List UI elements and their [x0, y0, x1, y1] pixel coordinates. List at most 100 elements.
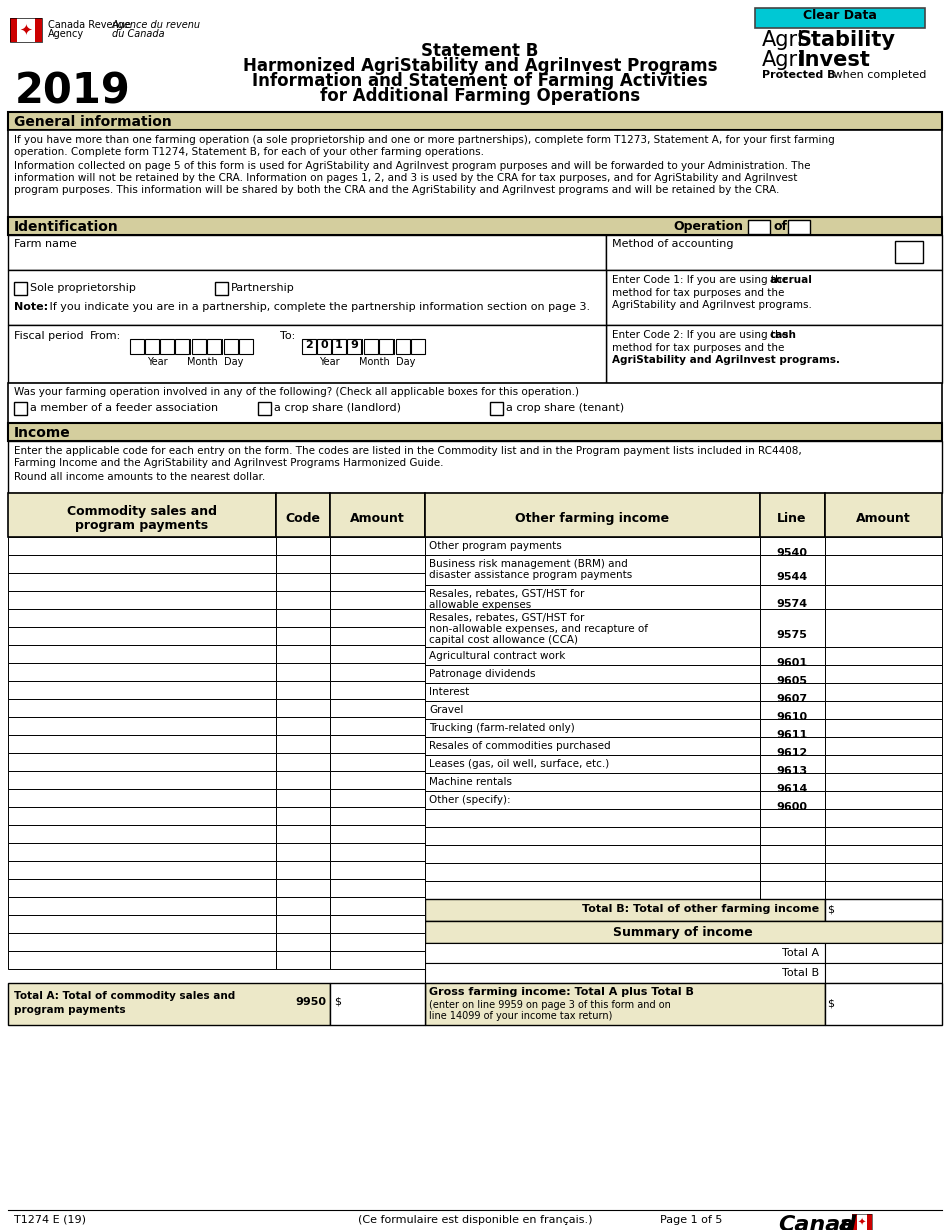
Bar — [276, 717, 330, 736]
Bar — [276, 951, 330, 969]
Bar — [825, 899, 942, 921]
Bar — [8, 788, 276, 807]
Bar — [425, 983, 825, 1025]
Text: Enter the applicable code for each entry on the form. The codes are listed in th: Enter the applicable code for each entry… — [14, 446, 802, 456]
Bar — [825, 555, 942, 585]
Bar — [8, 736, 276, 753]
Bar — [10, 18, 17, 42]
Bar — [130, 339, 144, 354]
Text: Month: Month — [186, 357, 218, 367]
Text: Machine rentals: Machine rentals — [429, 777, 512, 787]
Text: Total A: Total A — [782, 948, 819, 958]
Bar — [760, 720, 825, 737]
Bar — [330, 538, 425, 555]
Text: 9611: 9611 — [776, 729, 808, 740]
Bar — [330, 753, 425, 771]
Bar — [755, 9, 925, 28]
Text: Agency: Agency — [48, 30, 85, 39]
Bar — [8, 983, 330, 1025]
Text: 9601: 9601 — [776, 658, 808, 668]
Bar — [8, 493, 276, 538]
Bar — [276, 663, 330, 681]
Bar — [8, 699, 276, 717]
Text: Invest: Invest — [797, 50, 870, 70]
Bar — [760, 809, 825, 827]
Bar — [330, 736, 425, 753]
Bar — [8, 951, 276, 969]
Bar — [160, 339, 174, 354]
Bar — [276, 825, 330, 843]
Bar — [330, 843, 425, 861]
Bar — [8, 325, 606, 383]
Text: Farming Income and the AgriStability and AgriInvest Programs Harmonized Guide.: Farming Income and the AgriStability and… — [14, 458, 444, 467]
Bar — [8, 130, 942, 216]
Bar — [379, 339, 393, 354]
Bar — [239, 339, 253, 354]
Bar — [276, 736, 330, 753]
Bar — [276, 681, 330, 699]
Bar — [175, 339, 189, 354]
Text: Interest: Interest — [429, 688, 469, 697]
Bar — [276, 771, 330, 788]
Bar — [276, 538, 330, 555]
Text: Gross farming income: Total A plus Total B: Gross farming income: Total A plus Total… — [429, 986, 694, 998]
Text: $: $ — [827, 904, 834, 914]
Text: 9544: 9544 — [776, 572, 808, 582]
Bar — [276, 915, 330, 934]
Bar — [330, 771, 425, 788]
Bar — [8, 216, 942, 235]
Text: Canada Revenue: Canada Revenue — [48, 20, 131, 30]
Bar — [276, 753, 330, 771]
Text: Trucking (farm-related only): Trucking (farm-related only) — [429, 723, 575, 733]
Bar — [825, 845, 942, 863]
Bar — [8, 383, 942, 423]
Bar — [760, 555, 825, 585]
Bar — [330, 983, 425, 1025]
Bar — [8, 825, 276, 843]
Text: Business risk management (BRM) and: Business risk management (BRM) and — [429, 558, 628, 569]
Bar — [760, 737, 825, 755]
Bar — [276, 807, 330, 825]
Text: Code: Code — [286, 512, 320, 525]
Text: 9575: 9575 — [776, 630, 808, 640]
Bar — [330, 897, 425, 915]
Text: Operation: Operation — [673, 220, 743, 232]
Text: Resales of commodities purchased: Resales of commodities purchased — [429, 740, 611, 752]
Text: Canad: Canad — [778, 1215, 856, 1230]
Bar — [364, 339, 378, 354]
Bar — [14, 402, 27, 415]
Text: 9605: 9605 — [776, 676, 808, 686]
Bar — [8, 771, 276, 788]
Bar — [760, 585, 825, 609]
Bar — [330, 788, 425, 807]
Bar — [276, 609, 330, 627]
Bar — [276, 897, 330, 915]
Bar — [8, 271, 606, 325]
Bar — [760, 538, 825, 555]
Text: Other farming income: Other farming income — [515, 512, 669, 525]
Bar — [425, 827, 760, 845]
Bar — [8, 807, 276, 825]
Text: Total B: Total B — [782, 968, 819, 978]
Text: program payments: program payments — [75, 519, 209, 533]
Text: a crop share (tenant): a crop share (tenant) — [506, 403, 624, 413]
Bar — [8, 753, 276, 771]
Text: Year: Year — [318, 357, 339, 367]
Text: Fiscal period: Fiscal period — [14, 331, 84, 341]
Bar — [8, 879, 276, 897]
Bar — [825, 737, 942, 755]
Text: Summary of income: Summary of income — [613, 926, 752, 938]
Bar — [425, 683, 760, 701]
Bar — [8, 573, 276, 590]
Text: 9612: 9612 — [776, 748, 808, 758]
Text: of: of — [773, 220, 787, 232]
Text: 0: 0 — [320, 339, 328, 351]
Bar — [825, 538, 942, 555]
Bar — [825, 701, 942, 720]
Bar — [825, 772, 942, 791]
Bar — [760, 863, 825, 881]
Bar — [8, 555, 276, 573]
Text: Other program payments: Other program payments — [429, 541, 561, 551]
Bar — [8, 861, 276, 879]
Bar — [606, 271, 942, 325]
